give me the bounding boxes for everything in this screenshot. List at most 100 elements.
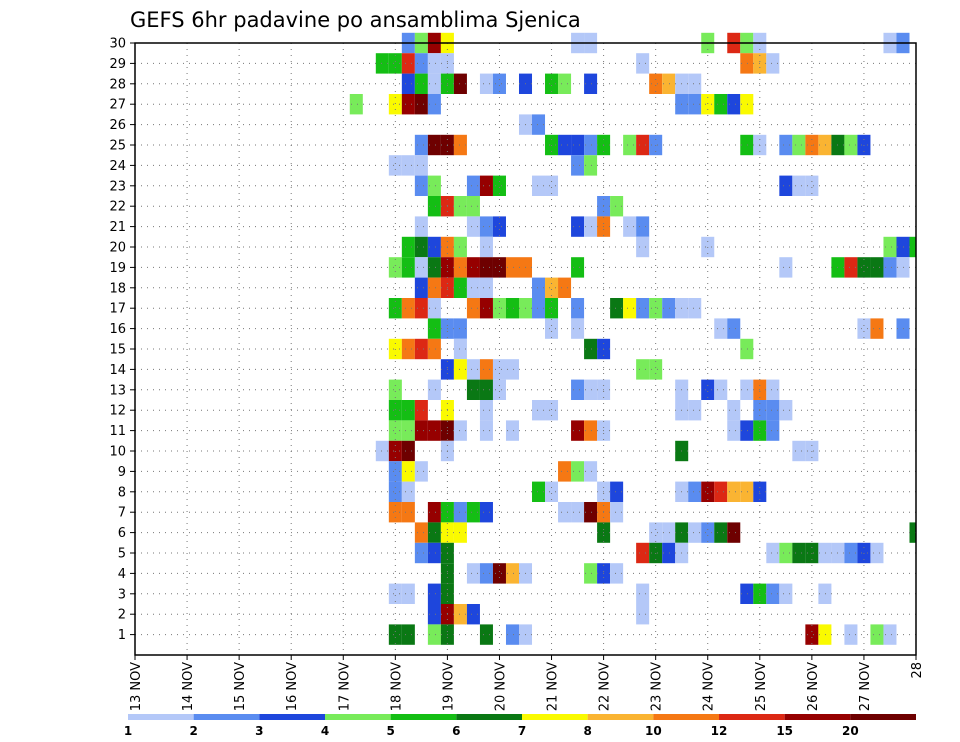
heatmap-cell	[571, 318, 585, 339]
heatmap-cell	[427, 53, 441, 74]
colorbar-label: 4	[321, 724, 329, 738]
heatmap-cell	[401, 400, 415, 421]
heatmap-cell	[466, 277, 480, 298]
heatmap-cell	[427, 318, 441, 339]
heatmap-cell	[388, 298, 402, 319]
colorbar-swatch	[390, 714, 457, 720]
heatmap-cell	[870, 257, 884, 278]
heatmap-cell	[584, 502, 598, 523]
heatmap-cell	[584, 134, 598, 156]
heatmap-cell	[466, 196, 480, 217]
chart-title: GEFS 6hr padavine po ansamblima Sjenica	[130, 8, 581, 32]
heatmap-cell	[427, 236, 441, 258]
colorbar-label: 6	[452, 724, 460, 738]
heatmap-cell	[649, 73, 663, 94]
heatmap-cell	[375, 53, 389, 74]
heatmap-cell	[453, 359, 467, 380]
heatmap-cell	[453, 73, 467, 94]
heatmap-cell	[414, 400, 428, 421]
heatmap-cell	[883, 236, 897, 258]
heatmap-cell	[766, 542, 780, 564]
heatmap-cell	[492, 298, 506, 319]
heatmap-cell	[492, 563, 506, 584]
y-axis: 1234567891011121314151617181920212223242…	[109, 37, 135, 643]
heatmap-cell	[388, 257, 402, 278]
heatmap-cell	[401, 481, 415, 502]
heatmap-cell	[492, 379, 506, 400]
heatmap-cell	[610, 481, 624, 502]
heatmap-cell	[636, 134, 650, 156]
y-tick-label: 8	[118, 485, 126, 500]
colorbar-label: 8	[583, 724, 591, 738]
x-tick-label: 23 NOV	[650, 662, 665, 711]
heatmap-cell	[466, 216, 480, 237]
y-tick-label: 22	[109, 200, 126, 215]
heatmap-cell	[414, 277, 428, 298]
heatmap-cell	[414, 236, 428, 258]
heatmap-cell	[479, 73, 493, 94]
heatmap-cell	[571, 420, 585, 441]
heatmap-cell	[571, 216, 585, 237]
heatmap-cell	[584, 216, 598, 237]
heatmap-cell	[453, 522, 467, 543]
heatmap-cell	[688, 400, 702, 421]
heatmap-cell	[479, 359, 493, 380]
x-tick-label: 19 NOV	[441, 662, 456, 711]
heatmap-cells	[349, 32, 916, 645]
heatmap-cell	[466, 379, 480, 400]
y-tick-label: 6	[118, 526, 126, 541]
colorbar-swatch	[325, 714, 391, 720]
heatmap-cell	[792, 542, 806, 564]
y-tick-label: 12	[109, 404, 126, 419]
heatmap-cell	[571, 461, 585, 482]
heatmap-cell	[427, 502, 441, 523]
x-tick-label: 16 NOV	[285, 662, 300, 711]
heatmap-cell	[453, 318, 467, 339]
heatmap-cell	[466, 563, 480, 584]
y-tick-label: 26	[109, 118, 126, 133]
heatmap-cell	[414, 134, 428, 156]
colorbar-label: 10	[645, 724, 662, 738]
heatmap-cell	[571, 155, 585, 176]
heatmap-cell	[766, 583, 780, 604]
heatmap-cell	[688, 481, 702, 502]
heatmap-cell	[571, 257, 585, 278]
heatmap-cell	[792, 175, 806, 196]
heatmap-cell	[401, 502, 415, 523]
heatmap-cell	[870, 624, 884, 645]
heatmap-cell	[414, 298, 428, 319]
heatmap-cell	[792, 440, 806, 462]
heatmap-cell	[505, 257, 519, 278]
heatmap-cell	[636, 542, 650, 564]
heatmap-cell	[636, 583, 650, 604]
heatmap-cell	[844, 624, 858, 645]
heatmap-cell	[779, 400, 793, 421]
heatmap-cell	[388, 583, 402, 604]
heatmap-cell	[401, 155, 415, 176]
heatmap-cell	[414, 155, 428, 176]
heatmap-cell	[427, 338, 441, 360]
heatmap-cell	[584, 461, 598, 482]
heatmap-cell	[883, 624, 897, 645]
x-tick-label: 15 NOV	[233, 662, 248, 711]
colorbar-swatch	[259, 714, 325, 720]
colorbar-label: 3	[255, 724, 263, 738]
heatmap-cell	[662, 73, 676, 94]
heatmap-cell	[662, 298, 676, 319]
colorbar-label: 2	[189, 724, 197, 738]
heatmap-cell	[349, 94, 363, 115]
heatmap-cell	[545, 318, 559, 339]
colorbar-swatch	[653, 714, 719, 720]
heatmap-cell	[414, 73, 428, 94]
heatmap-cell	[479, 400, 493, 421]
heatmap-cell	[766, 400, 780, 421]
heatmap-cell	[610, 196, 624, 217]
x-tick-label: 20 NOV	[493, 662, 508, 711]
heatmap-cell	[401, 94, 415, 115]
y-tick-label: 5	[118, 547, 126, 562]
heatmap-cell	[545, 481, 559, 502]
colorbar-label: 15	[776, 724, 793, 738]
heatmap-cell	[818, 134, 832, 156]
heatmap-cell	[427, 73, 441, 94]
heatmap-cell	[479, 277, 493, 298]
